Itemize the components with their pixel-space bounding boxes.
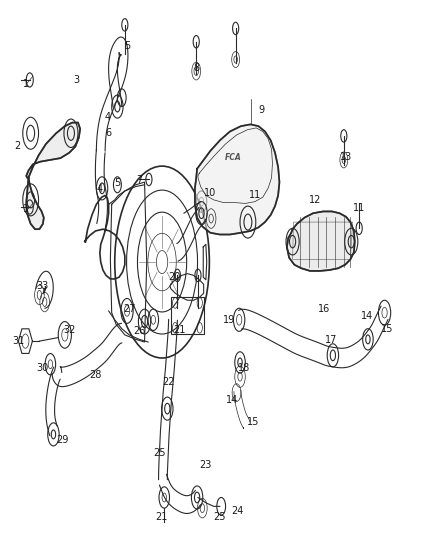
Text: 22: 22 <box>162 377 175 387</box>
Text: 30: 30 <box>37 363 49 373</box>
Text: 7: 7 <box>136 175 142 185</box>
Text: 14: 14 <box>226 395 238 405</box>
Text: 26: 26 <box>133 326 145 336</box>
Text: 27: 27 <box>123 304 135 314</box>
Text: 29: 29 <box>56 435 68 445</box>
Text: 20: 20 <box>168 272 180 282</box>
Text: 2: 2 <box>14 141 21 151</box>
Text: 5: 5 <box>114 178 120 188</box>
Text: 4: 4 <box>104 112 110 122</box>
Text: 5: 5 <box>124 41 130 51</box>
Text: 1: 1 <box>23 204 29 214</box>
Text: 18: 18 <box>238 363 251 373</box>
Text: 15: 15 <box>381 324 393 334</box>
Text: 25: 25 <box>213 512 225 522</box>
Text: 8: 8 <box>193 63 199 74</box>
Text: 12: 12 <box>309 195 321 205</box>
Text: 15: 15 <box>247 417 259 427</box>
Polygon shape <box>195 124 279 235</box>
Polygon shape <box>26 177 44 229</box>
Text: 24: 24 <box>231 506 244 516</box>
Text: 21: 21 <box>173 325 186 335</box>
Text: 16: 16 <box>318 304 330 314</box>
Text: 23: 23 <box>199 461 211 471</box>
Polygon shape <box>287 212 355 271</box>
Text: 9: 9 <box>258 105 265 115</box>
Text: 21: 21 <box>155 512 167 522</box>
Text: 25: 25 <box>154 448 166 458</box>
Text: 17: 17 <box>325 335 337 345</box>
Text: 3: 3 <box>74 75 80 85</box>
Text: 28: 28 <box>89 370 102 380</box>
Text: 33: 33 <box>37 281 49 291</box>
Text: 11: 11 <box>353 203 365 213</box>
Polygon shape <box>26 123 80 177</box>
Text: 1: 1 <box>23 79 29 90</box>
Bar <box>171 297 204 334</box>
Text: 4: 4 <box>97 184 103 194</box>
Text: 19: 19 <box>223 315 235 325</box>
Text: 13: 13 <box>340 152 352 162</box>
Text: 14: 14 <box>361 311 373 321</box>
Text: 32: 32 <box>63 326 75 335</box>
Text: 10: 10 <box>204 188 216 198</box>
Text: 11: 11 <box>249 190 261 200</box>
Text: FCA: FCA <box>225 153 241 162</box>
Text: 31: 31 <box>12 336 25 346</box>
Text: 6: 6 <box>106 128 112 138</box>
